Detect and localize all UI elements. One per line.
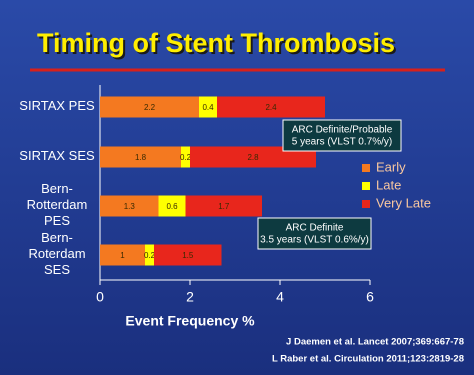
bar-segment xyxy=(100,195,159,217)
bar-segment xyxy=(217,96,325,118)
legend-label: Late xyxy=(376,177,401,192)
bar-segment xyxy=(100,146,181,168)
value-label: 0.2 xyxy=(180,153,192,162)
bar-segment xyxy=(181,146,190,168)
title-shadow: Timing of Stent Thrombosis xyxy=(39,30,397,60)
x-tick-label: 0 xyxy=(96,289,104,305)
y-tick-label: SIRTAX SES xyxy=(19,148,95,163)
x-tick-label: 4 xyxy=(276,289,284,305)
legend-swatch xyxy=(362,164,370,172)
x-tick-label: 6 xyxy=(366,289,374,305)
citation: L Raber et al. Circulation 2011;123:2819… xyxy=(272,354,464,365)
annotation: ARC Definite/Probable 5 years (VLST 0.7%/… xyxy=(292,124,393,147)
annotation-box xyxy=(282,119,402,152)
bar-segment xyxy=(100,244,145,266)
x-tick-label: 2 xyxy=(186,289,194,305)
bar-segment xyxy=(199,96,217,118)
chart-title: Timing of Stent Thrombosis xyxy=(37,28,395,58)
bar-segment xyxy=(100,96,199,118)
value-label: 2.2 xyxy=(144,103,156,112)
annotation: ARC Definite 3.5 years (VLST 0.6%/y) xyxy=(260,222,369,245)
y-tick-label: Bern-Roterdam SES xyxy=(28,230,85,277)
value-label: 2.4 xyxy=(265,103,277,112)
bar-segment xyxy=(154,244,222,266)
legend-swatch xyxy=(362,200,370,208)
legend-label: Very Late xyxy=(376,195,431,210)
value-label: 0.4 xyxy=(202,103,214,112)
value-label: 2.8 xyxy=(247,153,259,162)
bar-segment xyxy=(145,244,154,266)
y-tick-label: SIRTAX PES xyxy=(19,98,95,113)
legend-label: Early xyxy=(376,159,406,174)
bar-segment xyxy=(190,146,316,168)
legend-swatch xyxy=(362,182,370,190)
annotation-box xyxy=(257,217,372,250)
value-label: 1.5 xyxy=(182,251,194,260)
value-label: 1.7 xyxy=(218,202,230,211)
value-label: 1 xyxy=(120,251,125,260)
bar-segment xyxy=(185,195,262,217)
citation: J Daemen et al. Lancet 2007;369:667-78 xyxy=(286,337,464,348)
value-label: 1.3 xyxy=(124,202,136,211)
value-label: 1.8 xyxy=(135,153,147,162)
value-label: 0.2 xyxy=(144,251,156,260)
value-label: 0.6 xyxy=(166,202,178,211)
bar-segment xyxy=(158,195,186,217)
y-tick-label: Bern-Rotterdam PES xyxy=(27,181,88,228)
x-axis-label: Event Frequency % xyxy=(125,313,255,329)
